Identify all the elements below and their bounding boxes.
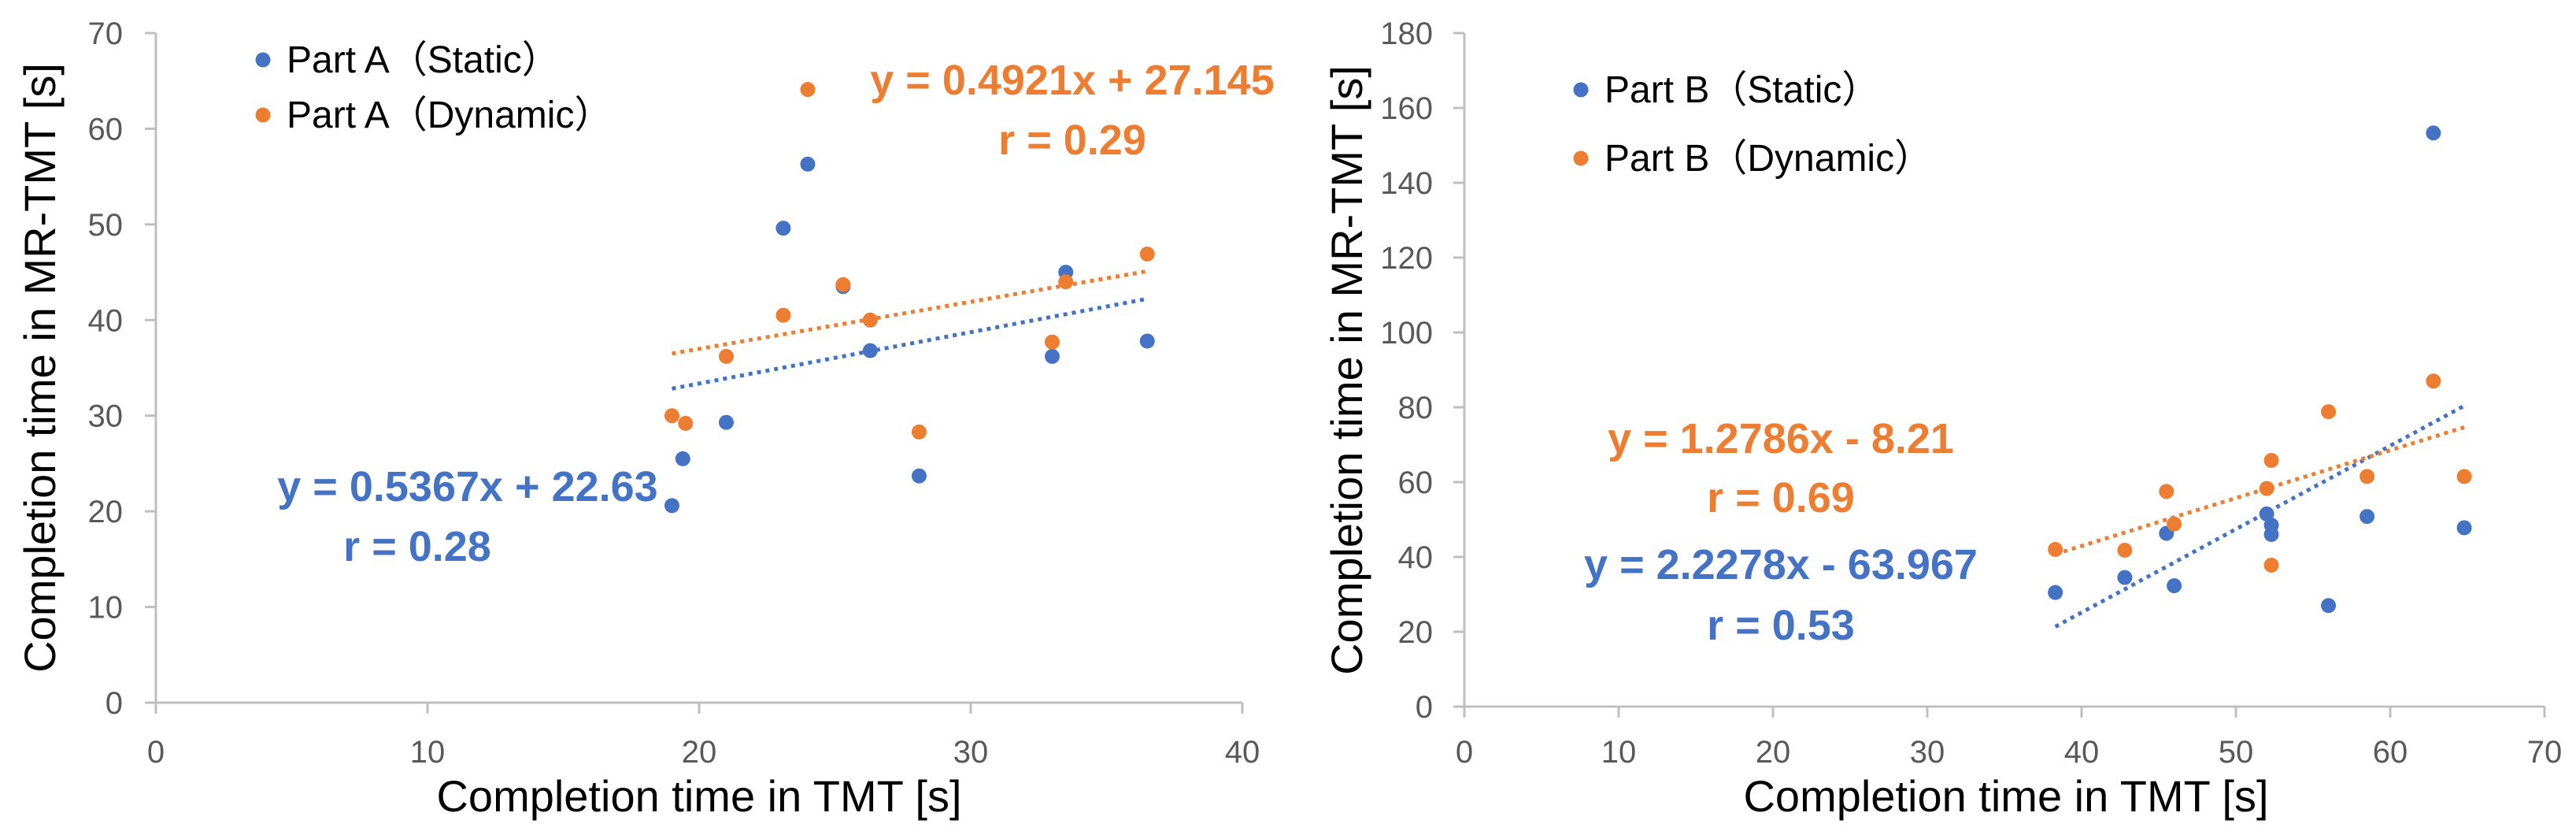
y-tick-label: 40 — [88, 303, 124, 338]
correlation-label: r = 0.69 — [1707, 474, 1855, 521]
correlation-label: r = 0.28 — [343, 523, 491, 570]
legend-marker — [255, 107, 271, 123]
data-point — [2117, 542, 2133, 558]
data-point — [664, 498, 679, 514]
y-tick-label: 60 — [1398, 466, 1434, 500]
chart-part-b: 0 10 20 30 40 50 60 70 0 20 40 60 80 100 120 140 160 180 C… — [1322, 17, 2562, 821]
y-axis-title: Completion time in MR-TMT [s] — [15, 63, 65, 673]
data-point — [835, 276, 851, 292]
correlation-label: r = 0.53 — [1707, 602, 1855, 649]
data-point — [862, 312, 878, 328]
y-tick-label: 60 — [88, 112, 124, 147]
data-point — [2359, 469, 2375, 484]
x-tick-label: 40 — [2064, 735, 2100, 770]
y-tick-label: 40 — [1398, 540, 1434, 575]
data-point — [719, 348, 734, 364]
data-point — [2321, 598, 2337, 614]
data-point — [675, 451, 690, 466]
y-tick-label: 20 — [88, 495, 124, 529]
data-point — [2456, 469, 2472, 484]
data-point — [2426, 125, 2441, 141]
legend-marker — [255, 52, 271, 68]
trendline-equation: y = 2.2278x - 63.967 — [1584, 541, 1978, 588]
data-point — [1045, 348, 1060, 364]
trendline — [672, 296, 1148, 391]
y-tick-label: 10 — [88, 591, 124, 625]
x-tick-label: 70 — [2527, 735, 2563, 770]
data-point — [2048, 542, 2063, 557]
y-tick-label: 100 — [1380, 316, 1433, 351]
trendline-equation: y = 0.5367x + 22.63 — [277, 463, 657, 510]
y-tick-label: 80 — [1398, 391, 1434, 425]
data-point — [775, 307, 791, 323]
x-tick-label: 10 — [410, 735, 446, 770]
data-point — [2159, 484, 2174, 499]
data-point — [1139, 333, 1155, 349]
x-tick-label: 20 — [682, 735, 717, 770]
data-point — [2263, 452, 2279, 468]
y-tick-label: 160 — [1380, 91, 1433, 126]
y-tick-label: 70 — [88, 17, 124, 51]
legend-entry: Part A（Static） — [287, 39, 560, 81]
x-tick-label: 60 — [2373, 735, 2408, 770]
legend-entry: Part B（Static） — [1604, 69, 1879, 111]
data-point — [800, 156, 816, 172]
data-point — [719, 414, 734, 430]
x-tick-label: 20 — [1756, 735, 1791, 770]
data-point — [862, 343, 878, 358]
y-tick-label: 0 — [1416, 690, 1433, 725]
data-point — [664, 408, 679, 424]
x-tick-label: 30 — [1910, 735, 1945, 770]
data-point — [775, 221, 791, 236]
data-point — [2321, 404, 2337, 420]
chart-part-a: 0 10 20 30 40 0 10 20 30 40 50 60 70 Completion time … — [15, 17, 1275, 821]
y-tick-label: 20 — [1398, 615, 1434, 650]
data-point — [2456, 520, 2472, 536]
data-point — [2263, 518, 2279, 533]
y-tick-label: 180 — [1380, 17, 1433, 51]
data-point — [911, 468, 927, 484]
data-point — [2167, 578, 2182, 594]
legend-marker — [1573, 150, 1589, 166]
x-tick-label: 40 — [1225, 735, 1260, 770]
data-point — [800, 82, 816, 98]
y-tick-label: 0 — [105, 686, 123, 721]
legend-entry: Part B（Dynamic） — [1604, 138, 1932, 180]
x-axis-title: Completion time in TMT [s] — [436, 771, 961, 821]
x-tick-label: 10 — [1601, 735, 1637, 770]
x-tick-label: 0 — [1456, 735, 1473, 770]
data-point — [1058, 274, 1074, 290]
y-tick-label: 30 — [88, 399, 124, 434]
data-point — [2048, 584, 2063, 600]
y-tick-label: 140 — [1380, 166, 1433, 201]
data-point — [2359, 509, 2375, 525]
trendline-equation: y = 0.4921x + 27.145 — [870, 57, 1274, 104]
data-point — [911, 424, 927, 440]
x-tick-label: 0 — [147, 735, 165, 770]
legend-entry: Part A（Dynamic） — [287, 95, 612, 136]
data-point — [2426, 373, 2441, 389]
trendline — [2054, 425, 2465, 556]
data-point — [678, 415, 694, 431]
correlation-label: r = 0.29 — [998, 117, 1146, 164]
data-point — [2117, 570, 2133, 585]
data-point — [2259, 481, 2274, 496]
y-tick-label: 50 — [88, 208, 124, 243]
y-axis-title: Completion time in MR-TMT [s] — [1322, 65, 1371, 675]
data-point — [2263, 557, 2279, 573]
data-point — [2167, 516, 2182, 532]
data-point — [2259, 506, 2274, 521]
x-tick-label: 30 — [953, 735, 989, 770]
y-tick-label: 120 — [1380, 241, 1433, 276]
data-point — [1139, 247, 1155, 262]
trendline-equation: y = 1.2786x - 8.21 — [1608, 415, 1954, 462]
data-point — [1045, 334, 1060, 350]
x-axis-title: Completion time in TMT [s] — [1743, 771, 2268, 821]
x-tick-label: 50 — [2219, 735, 2254, 770]
legend-marker — [1573, 82, 1589, 98]
